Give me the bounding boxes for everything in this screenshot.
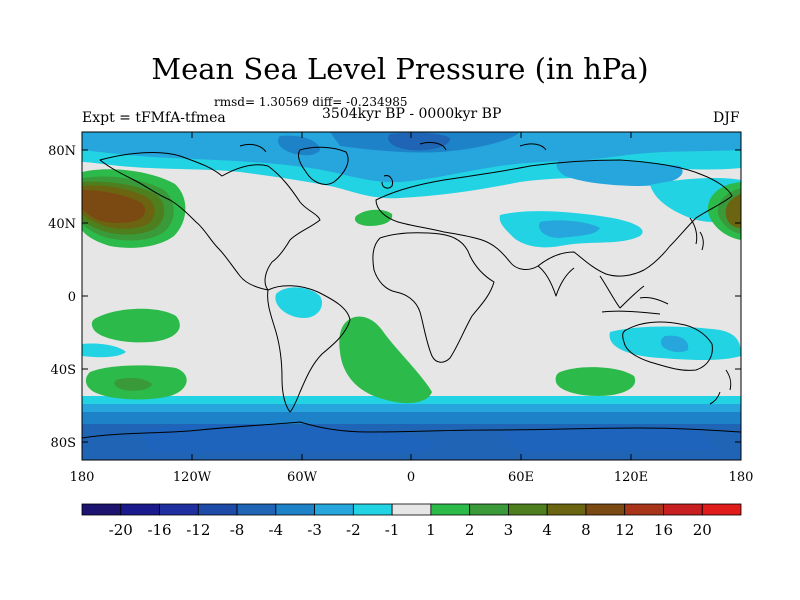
coast-greenland [297,146,349,185]
coast-north-america [99,152,321,291]
colorbar-label: 3 [504,521,514,539]
antarctic-lobe [140,424,435,452]
colorbar-swatch [236,503,277,516]
colorbar-label: -16 [147,521,171,539]
west-pacific-neg1 [82,343,126,358]
colorbar-swatch [663,503,703,516]
colorbar-label: 12 [615,521,634,539]
coast-eurasia [375,159,733,277]
colorbar-swatch [469,503,509,516]
colorbar-label: 16 [654,521,673,539]
colorbar-label: 8 [581,521,591,539]
colorbar-swatch [391,503,432,516]
coast-india [537,265,575,297]
colorbar-label: 20 [693,521,712,539]
colorbar-label: 4 [542,521,552,539]
lat-label: 80S [51,436,76,451]
coastlines [82,141,741,439]
australia-neg2 [661,335,689,353]
colorbar-label: -8 [230,521,245,539]
coast-new-zealand [709,369,732,405]
colorbar-label: -4 [269,521,284,539]
colorbar-swatch [624,503,664,516]
tropical-negative-anomalies [82,287,741,360]
lon-label: 0 [407,470,415,485]
lon-tick-marks [81,132,742,460]
lat-label: 0 [68,290,76,305]
lon-label: 180 [729,470,754,485]
colorbar-label: -20 [109,521,133,539]
colorbar-swatch [585,503,626,516]
coast-southeast-asia [599,275,645,309]
colorbar-swatch [81,503,122,516]
south-pacific-pos1 [91,308,180,343]
lon-label: 120W [173,470,212,485]
eurasia-neg2 [539,220,600,238]
antarctic-lobe-east [500,426,720,452]
coast-japan [689,217,704,251]
pressure-field [82,132,741,460]
colorbar-swatch [314,503,354,516]
colorbar-label: 2 [465,521,475,539]
colorbar-swatch [546,503,587,516]
coast-antarctica [82,421,741,439]
colorbar-swatch [352,503,393,516]
colorbar-label: -2 [346,521,361,539]
colorbar-swatch [197,503,238,516]
band-neg3 [82,412,741,426]
experiment-label: Expt = tFMfA-tfmea [82,110,226,126]
colorbar-swatch [508,503,548,516]
colorbar-label: -3 [307,521,322,539]
lat-label: 40S [51,363,76,378]
coast-arctic-islands [239,141,547,153]
positive-anomalies [82,169,741,404]
southern-pacific-pos2 [114,377,152,391]
plot-title: Mean Sea Level Pressure (in hPa) [151,52,649,86]
coast-australia [622,321,713,371]
amazon-neg1 [275,287,323,318]
lat-labels: 80N 40N 0 40S 80S [48,144,76,451]
lon-label: 120E [614,470,648,485]
stats-text: rmsd= 1.30569 diff= -0.234985 [214,95,408,109]
lon-labels: 180 120W 60W 0 60E 120E 180 [70,470,754,485]
colorbar-swatch [430,503,471,516]
colorbar-label: -12 [186,521,210,539]
siberia-neg1 [556,159,683,186]
lat-label: 80N [48,144,76,159]
colorbar-swatch [159,503,199,516]
aleutian-pos5 [82,190,146,223]
coast-south-america [267,285,351,413]
lon-label: 180 [70,470,95,485]
colorbar-label: -1 [385,521,400,539]
coast-indonesia [601,297,669,315]
colorbar-swatch [120,503,160,516]
greenland-neg2 [277,135,320,156]
colorbar-swatch [701,503,742,516]
period-label: 3504kyr BP - 0000kyr BP [322,106,502,122]
lat-tick-marks [82,149,741,443]
lon-label: 60E [508,470,534,485]
colorbar-label: 1 [426,521,436,539]
lat-label: 40N [48,217,76,232]
season-label: DJF [713,110,740,126]
colorbar-swatch [275,503,315,516]
colorbar: -20 -16 -12 -8 -4 -3 -2 -1 1 2 3 4 8 12 16 20 [81,503,742,539]
arctic-neg4 [388,132,451,151]
lon-label: 60W [287,470,318,485]
south-atlantic-pos1 [339,316,432,404]
coast-uk [381,175,393,189]
coast-africa [372,232,495,363]
kamchatka-pos4 [725,194,741,228]
southern-indian-pos1 [555,367,636,396]
